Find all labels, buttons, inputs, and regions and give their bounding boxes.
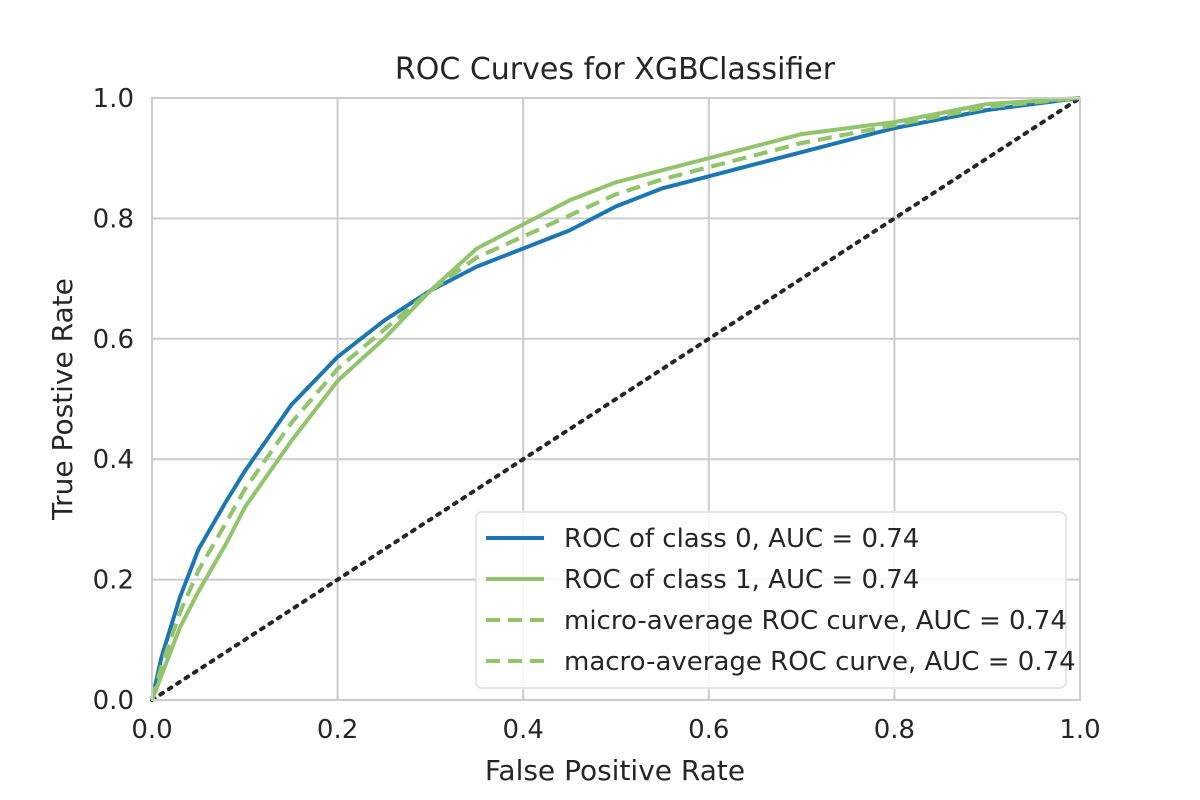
y-tick-label: 0.8	[93, 204, 134, 234]
tick-labels: 0.0 0.2 0.4 0.6 0.8 1.0 0.0 0.2 0.4 0.6 0.8 1.0	[93, 84, 1101, 745]
y-tick-label: 0.6	[93, 325, 134, 355]
legend-entry-label: macro-average ROC curve, AUC = 0.74	[564, 647, 1076, 677]
legend-entry-label: ROC of class 1, AUC = 0.74	[564, 565, 919, 595]
x-tick-label: 0.0	[131, 715, 172, 745]
x-tick-label: 0.4	[503, 715, 544, 745]
x-axis-label: False Positive Rate	[485, 754, 745, 787]
series-layer	[150, 96, 1082, 702]
legend-entry-label: micro-average ROC curve, AUC = 0.74	[564, 606, 1067, 636]
x-tick-label: 0.8	[874, 715, 915, 745]
x-tick-label: 0.2	[317, 715, 358, 745]
y-tick-label: 0.4	[93, 445, 134, 475]
y-tick-label: 0.0	[93, 686, 134, 716]
x-tick-label: 0.6	[688, 715, 729, 745]
roc-series-0	[150, 96, 1081, 701]
legend: ROC of class 0, AUC = 0.74 ROC of class 1…	[475, 511, 1076, 689]
y-tick-label: 0.2	[93, 566, 134, 596]
roc-series-1	[150, 96, 1081, 701]
legend-box	[475, 511, 1067, 689]
roc-series-3	[150, 96, 1081, 701]
y-tick-label: 1.0	[93, 84, 134, 114]
chance-reference-line	[150, 96, 1082, 702]
grid	[151, 97, 1081, 701]
chart-title: ROC Curves for XGBClassifier	[395, 52, 836, 87]
plot-frame	[151, 97, 1081, 701]
legend-entry-label: ROC of class 0, AUC = 0.74	[564, 524, 919, 554]
y-axis-label: True Postive Rate	[46, 278, 79, 521]
x-tick-label: 1.0	[1059, 715, 1100, 745]
